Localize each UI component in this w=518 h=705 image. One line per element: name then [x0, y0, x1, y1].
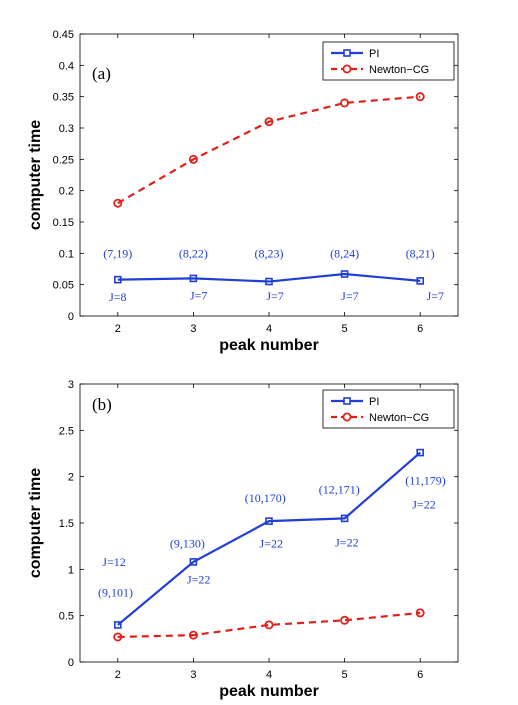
y-tick-label: 0 — [68, 657, 74, 669]
legend-box — [322, 41, 455, 81]
y-tick-label: 2 — [68, 472, 74, 484]
series-line-newton-cg — [117, 95, 421, 205]
series-line-pi — [117, 272, 421, 283]
data-point-pi — [114, 621, 122, 629]
data-point-pi — [340, 514, 349, 523]
y-tick-label: 0.05 — [53, 280, 74, 292]
y-tick-label: 0.2 — [59, 186, 74, 198]
annotation: J=22 — [412, 497, 435, 511]
y-tick-label: 0.3 — [59, 123, 74, 135]
panel-label: (b) — [92, 395, 112, 414]
y-tick-label: 0 — [68, 311, 74, 323]
data-point-newton-cg — [415, 608, 425, 618]
y-tick-label: 0.1 — [59, 248, 74, 260]
data-point-pi — [265, 277, 273, 286]
annotation: (11,179) — [405, 473, 446, 487]
data-point-pi — [416, 448, 425, 457]
y-tick-label: 2.5 — [59, 425, 74, 437]
annotation: J=7 — [427, 289, 444, 303]
legend-marker-pi — [343, 49, 351, 57]
legend-label-pi: PI — [369, 396, 379, 408]
x-axis-title: peak number — [219, 683, 319, 700]
x-tick-label: 5 — [342, 669, 348, 681]
annotation: J=22 — [187, 573, 210, 587]
annotation: (8,24) — [330, 246, 359, 260]
y-tick-label: 1.5 — [59, 518, 74, 530]
data-point-pi — [114, 275, 122, 284]
annotation: (10,170) — [245, 491, 286, 505]
data-point-pi — [340, 270, 349, 278]
annotation: (8,22) — [179, 246, 208, 260]
y-tick-label: 0.4 — [59, 60, 74, 72]
data-point-newton-cg — [188, 154, 198, 164]
legend-label-pi: PI — [369, 48, 379, 60]
legend-marker-pi — [343, 397, 351, 405]
x-axis-title: peak number — [219, 337, 319, 354]
y-tick-label: 0.45 — [53, 29, 74, 41]
data-point-newton-cg — [264, 620, 274, 630]
legend-marker-newton-cg — [342, 64, 352, 74]
y-tick-label: 0.35 — [53, 92, 74, 104]
chart-panel-a: 2 3 4 5 6 0 0.05 0.1 0.15 0.2 0.25 0.3 0.35 0.4 0.45 pe… — [27, 29, 459, 354]
data-point-pi — [265, 517, 273, 525]
annotation: (8,23) — [255, 246, 284, 260]
annotation: J=7 — [266, 289, 283, 303]
x-tick-label: 6 — [417, 323, 423, 335]
annotation: J=22 — [260, 536, 283, 550]
data-point-pi — [416, 277, 425, 285]
legend-box — [322, 389, 455, 429]
annotation: J=7 — [341, 289, 358, 303]
y-tick-label: 0.25 — [53, 154, 74, 166]
legend-label-newton-cg: Newton−CG — [369, 64, 429, 76]
data-point-newton-cg — [113, 632, 123, 642]
y-tick-label: 0.5 — [59, 611, 74, 623]
y-tick-label: 3 — [68, 379, 74, 391]
y-axis-title: computer time — [27, 468, 44, 578]
x-tick-label: 2 — [115, 669, 121, 681]
x-tick-label: 3 — [190, 323, 196, 335]
legend-label-newton-cg: Newton−CG — [369, 412, 429, 424]
series-line-newton-cg — [117, 611, 421, 639]
series-line-pi — [117, 451, 421, 626]
data-point-newton-cg — [264, 117, 274, 127]
data-point-pi — [189, 558, 198, 566]
annotation: (7,19) — [103, 246, 132, 260]
y-tick-label: 1 — [68, 564, 74, 576]
x-tick-label: 4 — [266, 669, 272, 681]
y-tick-label: 0.15 — [53, 217, 74, 229]
annotation: J=7 — [190, 288, 207, 302]
data-point-newton-cg — [415, 92, 425, 102]
data-point-newton-cg — [340, 98, 350, 108]
annotation: J=8 — [109, 290, 126, 304]
annotation: (12,171) — [319, 483, 360, 497]
annotation: (9,130) — [170, 536, 205, 550]
data-point-pi — [189, 274, 198, 283]
data-point-newton-cg — [188, 630, 198, 640]
x-tick-label: 4 — [266, 323, 272, 335]
annotation: J=12 — [102, 555, 125, 569]
y-axis-title: computer time — [27, 120, 44, 230]
annotation: (9,101) — [98, 586, 133, 600]
legend-marker-newton-cg — [342, 412, 352, 422]
data-point-newton-cg — [340, 615, 350, 625]
x-tick-label: 2 — [115, 323, 121, 335]
x-tick-label: 5 — [342, 323, 348, 335]
chart-panel-b: 2 3 4 5 6 0 0.5 1 1.5 2 2.5 3 peak number computer ti… — [27, 379, 459, 700]
annotation: J=22 — [335, 535, 358, 549]
legend: PI Newton−CG — [322, 389, 455, 429]
x-tick-label: 6 — [417, 669, 423, 681]
annotation: (8,21) — [406, 246, 435, 260]
x-tick-label: 3 — [190, 669, 196, 681]
legend: PI Newton−CG — [322, 41, 455, 81]
data-point-newton-cg — [113, 198, 123, 208]
panel-label: (a) — [92, 64, 111, 83]
